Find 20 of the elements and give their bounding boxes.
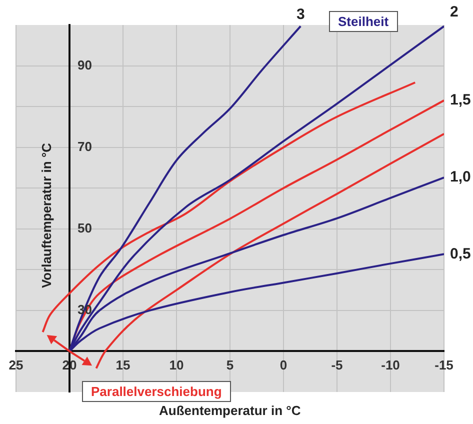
x-tick-label: 5: [226, 358, 234, 373]
y-tick-label: 90: [78, 57, 92, 72]
x-tick-label: 15: [116, 358, 130, 373]
x-tick-label: -10: [381, 358, 400, 373]
x-tick-label: 0: [280, 358, 288, 373]
y-axis-title: Vorlauftemperatur in °C: [38, 142, 54, 288]
x-axis-title: Außentemperatur in °C: [159, 403, 301, 418]
series-label: 2: [450, 3, 458, 20]
series-label: 3: [296, 6, 305, 23]
y-tick-label: 50: [78, 220, 92, 236]
y-tick-label: 70: [78, 138, 92, 154]
annotation: Steilheit: [329, 11, 398, 32]
annotation: Parallelverschiebung: [82, 381, 231, 402]
series-label: 1,5: [450, 92, 471, 109]
x-tick-label: -5: [331, 358, 343, 373]
x-tick-label: -15: [434, 358, 454, 373]
x-tick-label: 25: [8, 358, 24, 373]
series-label: 1,0: [450, 168, 471, 186]
x-tick-label: 10: [169, 358, 184, 373]
series-label: 0,5: [450, 245, 471, 262]
